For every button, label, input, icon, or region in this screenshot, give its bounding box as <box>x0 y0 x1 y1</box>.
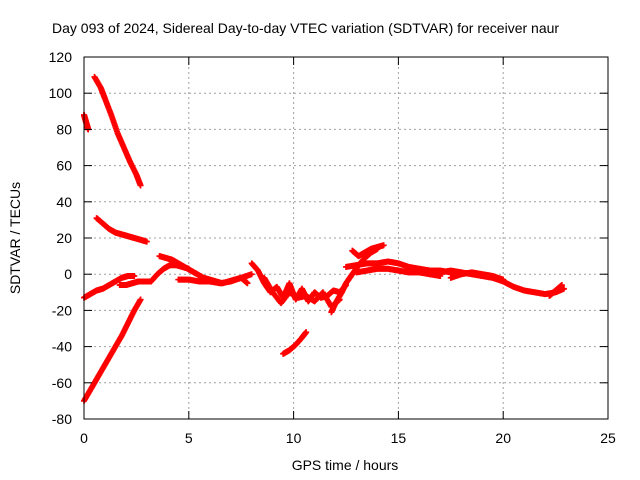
x-tick-label: 0 <box>80 430 88 446</box>
series-arc-17 <box>447 269 507 283</box>
data-point <box>248 271 255 278</box>
y-axis-title: SDTVAR / TECUs <box>7 182 23 294</box>
y-tick-label: 100 <box>49 85 73 101</box>
x-axis-title: GPS time / hours <box>292 457 399 473</box>
series-arc-4 <box>81 296 144 404</box>
y-tick-label: -20 <box>52 302 72 318</box>
y-tick-label: 20 <box>56 230 72 246</box>
x-tick-label: 25 <box>600 430 616 446</box>
series-arc-3 <box>93 215 150 245</box>
y-tick-label: 120 <box>49 49 73 65</box>
series-arc-8 <box>175 271 255 287</box>
series-arc-13 <box>349 242 387 260</box>
y-tick-label: -80 <box>52 411 72 427</box>
axis-ticks: 0 5 10 15 20 25 -80 -60 -40 -20 0 20 40 60 80 100 120 <box>49 49 616 446</box>
series-arc-18 <box>546 282 565 299</box>
y-tick-label: -60 <box>52 375 72 391</box>
data-point <box>558 282 565 289</box>
data-point <box>560 285 567 292</box>
data-point <box>143 238 150 245</box>
y-tick-label: 80 <box>56 121 72 137</box>
y-tick-label: 60 <box>56 158 72 174</box>
y-tick-label: -40 <box>52 339 72 355</box>
data-point <box>500 276 507 283</box>
y-tick-label: 0 <box>64 266 72 282</box>
x-tick-label: 5 <box>185 430 193 446</box>
series-arc-16 <box>426 267 567 298</box>
data-point <box>137 296 144 303</box>
data-point <box>137 182 144 189</box>
series-arc-5 <box>81 273 138 301</box>
data-point <box>244 280 251 287</box>
y-tick-label: 40 <box>56 194 72 210</box>
series-arc-11 <box>280 329 310 357</box>
x-tick-label: 20 <box>495 430 511 446</box>
chart-title: Day 093 of 2024, Sidereal Day-to-day VTE… <box>52 20 559 36</box>
series-arc-2 <box>91 73 144 189</box>
x-tick-label: 10 <box>286 430 302 446</box>
data-point <box>380 242 387 249</box>
series-arc-12 <box>328 245 381 316</box>
grid-lines <box>84 57 608 419</box>
x-tick-label: 15 <box>391 430 407 446</box>
data-point <box>131 273 138 280</box>
data-point <box>303 329 310 336</box>
data-points <box>81 73 567 404</box>
